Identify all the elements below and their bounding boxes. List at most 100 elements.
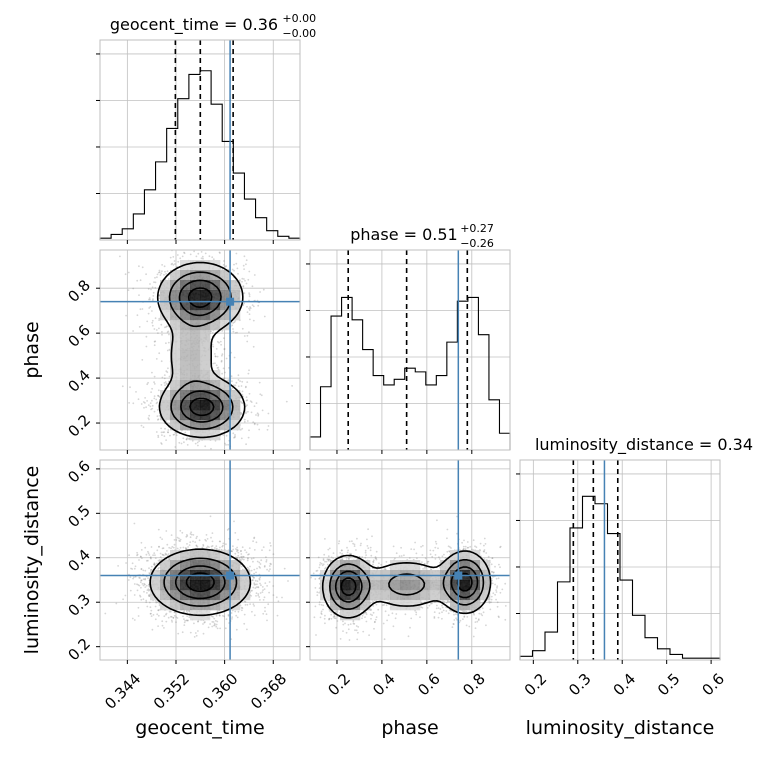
sample-point bbox=[168, 375, 171, 378]
sample-point bbox=[152, 554, 155, 557]
sample-point bbox=[165, 273, 168, 275]
sample-point bbox=[165, 325, 168, 328]
sample-point bbox=[257, 414, 260, 417]
sample-point bbox=[158, 317, 161, 320]
sample-point bbox=[255, 592, 258, 595]
sample-point bbox=[162, 431, 165, 434]
sample-point bbox=[245, 443, 248, 446]
sample-point bbox=[164, 381, 167, 383]
sample-point bbox=[262, 546, 265, 548]
sample-point bbox=[161, 264, 164, 266]
sample-point bbox=[204, 252, 207, 255]
sample-point bbox=[257, 304, 260, 307]
sample-point bbox=[239, 428, 242, 431]
sample-point bbox=[148, 567, 150, 570]
sample-point bbox=[128, 554, 131, 557]
sample-point bbox=[204, 445, 207, 448]
sample-point bbox=[153, 395, 156, 397]
title-sub: −0.00 bbox=[282, 27, 316, 40]
sample-point bbox=[225, 618, 228, 620]
sample-point bbox=[246, 603, 249, 606]
sample-point bbox=[182, 437, 185, 440]
sample-point bbox=[206, 538, 209, 540]
sample-point bbox=[148, 307, 151, 309]
density-cell bbox=[180, 360, 191, 371]
sample-point bbox=[137, 398, 140, 401]
sample-point bbox=[277, 600, 280, 603]
sample-point bbox=[156, 276, 158, 279]
sample-point bbox=[186, 615, 189, 617]
sample-point bbox=[223, 348, 226, 351]
sample-point bbox=[196, 441, 199, 444]
sample-point bbox=[172, 433, 175, 436]
sample-point bbox=[219, 340, 222, 343]
sample-point bbox=[246, 311, 249, 314]
sample-point bbox=[144, 397, 147, 399]
sample-point bbox=[163, 431, 166, 433]
sample-point bbox=[231, 387, 234, 390]
sample-point bbox=[253, 537, 256, 540]
sample-point bbox=[136, 589, 139, 592]
sample-point bbox=[233, 520, 235, 523]
density-cell bbox=[190, 360, 201, 371]
sample-point bbox=[252, 319, 255, 322]
sample-point bbox=[150, 609, 153, 612]
sample-point bbox=[151, 404, 154, 407]
sample-point bbox=[245, 263, 247, 266]
sample-point bbox=[143, 582, 146, 585]
sample-point bbox=[227, 443, 230, 446]
sample-point bbox=[160, 427, 163, 430]
sample-point bbox=[152, 291, 155, 294]
sample-point bbox=[240, 412, 243, 414]
density-cell bbox=[160, 400, 171, 411]
sample-point bbox=[137, 615, 140, 617]
sample-point bbox=[131, 568, 134, 570]
sample-point bbox=[243, 302, 246, 305]
sample-point bbox=[197, 620, 199, 623]
sample-point bbox=[183, 624, 186, 626]
sample-point bbox=[147, 577, 149, 579]
sample-point bbox=[242, 285, 245, 287]
sample-point bbox=[241, 277, 244, 280]
sample-point bbox=[160, 323, 163, 326]
sample-point bbox=[143, 590, 145, 593]
sample-point bbox=[246, 559, 249, 562]
sample-point bbox=[224, 371, 226, 374]
sample-point bbox=[141, 266, 144, 269]
sample-point bbox=[234, 610, 237, 613]
sample-point bbox=[141, 583, 144, 585]
sample-point bbox=[153, 381, 156, 384]
sample-point bbox=[211, 545, 214, 547]
sample-point bbox=[225, 543, 227, 546]
sample-point bbox=[156, 415, 159, 418]
sample-point bbox=[287, 580, 289, 582]
sample-point bbox=[145, 406, 148, 409]
sample-point bbox=[216, 355, 219, 358]
sample-point bbox=[174, 446, 177, 448]
sample-point bbox=[265, 560, 268, 563]
sample-point bbox=[172, 264, 175, 266]
sample-point bbox=[171, 262, 174, 265]
sample-point bbox=[145, 599, 148, 602]
sample-point bbox=[253, 568, 256, 571]
sample-point bbox=[146, 605, 149, 608]
sample-point bbox=[144, 546, 147, 549]
sample-point bbox=[150, 408, 153, 411]
sample-point bbox=[161, 547, 164, 550]
sample-point bbox=[250, 595, 253, 597]
sample-point bbox=[150, 612, 152, 615]
sample-point bbox=[189, 536, 192, 539]
sample-point bbox=[266, 585, 268, 587]
sample-point bbox=[240, 565, 243, 568]
sample-point bbox=[140, 541, 143, 544]
sample-point bbox=[160, 360, 163, 363]
sample-point bbox=[155, 398, 158, 401]
sample-point bbox=[158, 352, 161, 355]
density-cell bbox=[170, 310, 181, 321]
sample-point bbox=[241, 380, 244, 383]
sample-point bbox=[167, 278, 170, 280]
sample-point bbox=[224, 442, 226, 445]
sample-point bbox=[216, 367, 219, 369]
sample-point bbox=[236, 550, 238, 553]
sample-point bbox=[165, 530, 168, 532]
